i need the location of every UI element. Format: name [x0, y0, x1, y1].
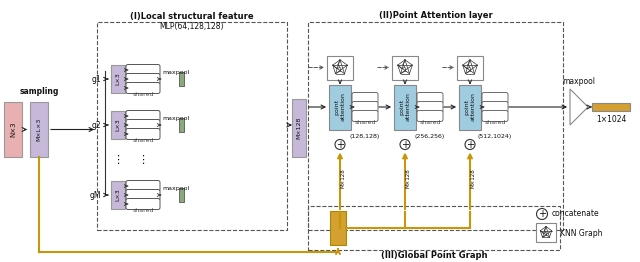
- Text: (I)Local structural feature: (I)Local structural feature: [130, 12, 254, 20]
- FancyBboxPatch shape: [352, 101, 378, 112]
- FancyBboxPatch shape: [126, 189, 160, 200]
- Text: (II)Point Attention layer: (II)Point Attention layer: [379, 12, 492, 20]
- Text: ⋮: ⋮: [113, 155, 124, 165]
- FancyBboxPatch shape: [482, 101, 508, 112]
- Text: point
attention: point attention: [335, 92, 346, 122]
- Text: MLP(64,128,128): MLP(64,128,128): [160, 21, 224, 30]
- Bar: [111, 181, 125, 209]
- FancyBboxPatch shape: [417, 101, 443, 112]
- Text: (256,256): (256,256): [415, 134, 445, 139]
- Text: (III)Global Point Graph: (III)Global Point Graph: [381, 252, 487, 260]
- Text: M×L×3: M×L×3: [36, 118, 42, 141]
- Text: point
attention: point attention: [399, 92, 410, 122]
- Text: M×128: M×128: [340, 168, 346, 188]
- Text: concatenate: concatenate: [552, 210, 600, 219]
- Text: sampling: sampling: [19, 88, 59, 96]
- Text: maxpool: maxpool: [162, 186, 189, 191]
- Bar: [308, 206, 560, 250]
- Text: shared: shared: [132, 138, 154, 143]
- Text: shared: shared: [355, 120, 376, 125]
- FancyBboxPatch shape: [126, 181, 160, 192]
- Text: (512,1024): (512,1024): [478, 134, 512, 139]
- FancyBboxPatch shape: [126, 119, 160, 130]
- Text: point
attention: point attention: [465, 92, 476, 122]
- Text: maxpool: maxpool: [162, 70, 189, 75]
- Text: shared: shared: [132, 92, 154, 97]
- Bar: [179, 188, 184, 202]
- Text: 1×1024: 1×1024: [596, 114, 626, 123]
- Text: L×3: L×3: [115, 189, 120, 201]
- Text: maxpool: maxpool: [563, 77, 595, 85]
- FancyBboxPatch shape: [352, 111, 378, 122]
- FancyBboxPatch shape: [126, 199, 160, 210]
- Bar: [30, 102, 48, 157]
- Text: N×3: N×3: [10, 122, 16, 137]
- Text: (128,128): (128,128): [350, 134, 380, 139]
- Text: +: +: [401, 139, 409, 150]
- Bar: [308, 22, 563, 230]
- Bar: [111, 65, 125, 93]
- FancyBboxPatch shape: [352, 92, 378, 103]
- Text: maxpool: maxpool: [162, 116, 189, 121]
- FancyBboxPatch shape: [417, 92, 443, 103]
- Text: shared: shared: [484, 120, 506, 125]
- Text: L×3: L×3: [115, 119, 120, 131]
- Bar: [592, 103, 630, 111]
- Bar: [536, 223, 556, 242]
- Text: g1: g1: [92, 74, 101, 84]
- Bar: [392, 56, 418, 79]
- Bar: [4, 102, 22, 157]
- FancyBboxPatch shape: [126, 111, 160, 122]
- Bar: [292, 99, 306, 157]
- Bar: [330, 211, 346, 245]
- Text: M×128: M×128: [470, 168, 476, 188]
- Bar: [97, 22, 287, 230]
- Text: KNN Graph: KNN Graph: [560, 228, 602, 237]
- Text: gM: gM: [90, 190, 101, 199]
- Text: M×128: M×128: [296, 117, 301, 139]
- FancyBboxPatch shape: [417, 111, 443, 122]
- Text: +: +: [466, 139, 474, 150]
- Bar: [111, 111, 125, 139]
- Polygon shape: [570, 89, 588, 125]
- Bar: [459, 85, 481, 129]
- Bar: [179, 118, 184, 132]
- Text: shared: shared: [419, 120, 441, 125]
- FancyBboxPatch shape: [126, 74, 160, 85]
- Bar: [179, 72, 184, 86]
- FancyBboxPatch shape: [126, 83, 160, 94]
- Bar: [327, 56, 353, 79]
- Text: L×3: L×3: [115, 73, 120, 85]
- FancyBboxPatch shape: [126, 64, 160, 75]
- Bar: [329, 85, 351, 129]
- Bar: [457, 56, 483, 79]
- FancyBboxPatch shape: [482, 92, 508, 103]
- Text: +: +: [538, 209, 546, 219]
- Text: ⋮: ⋮: [138, 155, 148, 165]
- Bar: [394, 85, 416, 129]
- Text: M×128: M×128: [406, 168, 410, 188]
- FancyBboxPatch shape: [126, 128, 160, 139]
- Text: g2: g2: [92, 121, 101, 129]
- FancyBboxPatch shape: [482, 111, 508, 122]
- Text: shared: shared: [132, 208, 154, 213]
- Text: +: +: [336, 139, 344, 150]
